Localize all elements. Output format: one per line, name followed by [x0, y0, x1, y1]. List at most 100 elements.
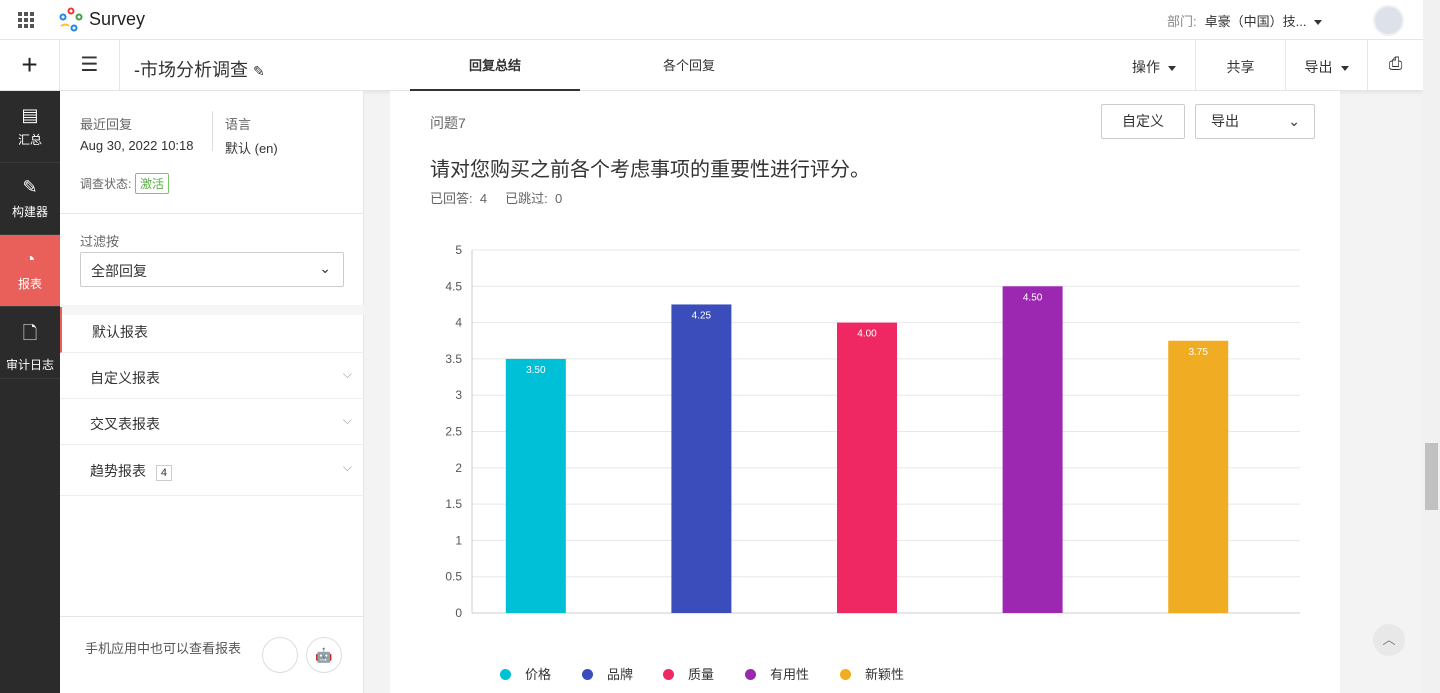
nav-audit-log[interactable]: 🗋 审计日志: [0, 307, 60, 379]
filter-select[interactable]: 全部回复 ⌄: [80, 252, 344, 287]
legend-label: 有用性: [770, 667, 810, 682]
android-icon[interactable]: 🤖: [306, 637, 342, 673]
bar-品牌: [671, 304, 732, 613]
y-tick-label: 0.5: [445, 570, 462, 584]
caret-down-icon: [1340, 65, 1349, 71]
recent-label: 最近回复: [80, 117, 133, 132]
y-tick-label: 2.5: [445, 425, 462, 439]
bar-新颖性: [1168, 340, 1229, 613]
legend-dot-icon: [840, 669, 851, 680]
y-tick-label: 4: [455, 316, 462, 330]
y-tick-label: 5: [455, 243, 462, 257]
data-label: 4.50: [1023, 292, 1043, 303]
left-nav: ▤ 汇总 ✎ 构建器 ◔ 报表 🗋 审计日志: [0, 91, 60, 693]
question-title: 请对您购买之前各个考虑事项的重要性进行评分。: [430, 159, 870, 181]
y-tick-label: 3: [455, 388, 462, 402]
legend-label: 价格: [525, 667, 552, 682]
avatar[interactable]: [1373, 5, 1404, 36]
survey-title[interactable]: -市场分析调查 ✎: [134, 56, 265, 82]
export-menu-button[interactable]: 导出: [1285, 40, 1367, 91]
survey-title-text: -市场分析调查: [134, 60, 248, 80]
dept-value: 卓豪（中国）技...: [1204, 14, 1307, 29]
data-label: 4.00: [857, 329, 877, 340]
filter-label: 过滤按: [80, 234, 120, 249]
legend-item[interactable]: 新颖性: [840, 664, 904, 683]
operate-button[interactable]: 操作: [1113, 40, 1195, 91]
log-icon: 🗋: [22, 323, 38, 343]
scrollbar-thumb[interactable]: [1425, 443, 1438, 510]
count-badge: 4: [155, 465, 173, 481]
export-dropdown[interactable]: 导出 ⌄: [1195, 104, 1315, 139]
caret-down-icon: [1168, 65, 1176, 71]
dept-label: 部门:: [1167, 14, 1197, 29]
sidebar-item-trend-report[interactable]: 趋势报表 4 ⌵: [60, 446, 364, 496]
pencil-icon: ✎: [22, 177, 38, 197]
bar-有用性: [1002, 286, 1063, 613]
top-bar: Survey 部门: 卓豪（中国）技...: [0, 0, 1423, 40]
report-sidebar: 最近回复 Aug 30, 2022 10:18 语言 默认 (en) 调查状态:…: [60, 91, 364, 693]
language: 语言 默认 (en): [225, 114, 278, 157]
lang-value: 默认 (en): [225, 141, 278, 156]
y-tick-label: 1.5: [445, 497, 462, 511]
legend-label: 新颖性: [865, 667, 905, 682]
nav-reports[interactable]: ◔ 报表: [0, 235, 60, 307]
legend-item[interactable]: 有用性: [745, 664, 809, 683]
caret-down-icon: [1314, 20, 1323, 26]
y-tick-label: 2: [455, 461, 462, 475]
bar-质量: [837, 322, 897, 613]
scroll-to-top-button[interactable]: ︿: [1373, 624, 1405, 656]
tab-summary[interactable]: 回复总结: [410, 40, 580, 91]
sidebar-item-default-report[interactable]: 默认报表: [60, 307, 364, 353]
page-scrollbar[interactable]: [1423, 0, 1440, 693]
chevron-down-icon: ⌵: [342, 413, 352, 427]
chevron-down-icon: ⌵: [342, 367, 352, 381]
legend-dot-icon: [582, 669, 593, 680]
recent-response: 最近回复 Aug 30, 2022 10:18: [80, 114, 194, 153]
legend-dot-icon: [745, 669, 756, 680]
legend-label: 品牌: [607, 667, 634, 682]
customize-button[interactable]: 自定义: [1101, 104, 1185, 139]
legend-item[interactable]: 品牌: [582, 664, 633, 683]
question-number: 问题7: [430, 115, 466, 131]
tab-individual[interactable]: 各个回复: [662, 58, 715, 73]
apple-icon[interactable]: [262, 637, 298, 673]
question-card: 问题7 自定义 导出 ⌄ 请对您购买之前各个考虑事项的重要性进行评分。 已回答: …: [390, 91, 1340, 693]
list-menu-icon[interactable]: ☰: [60, 40, 120, 91]
sidebar-item-custom-report[interactable]: 自定义报表 ⌵: [60, 353, 364, 399]
survey-logo-icon: [59, 7, 83, 32]
bar-价格: [505, 358, 566, 613]
add-button[interactable]: +: [0, 40, 60, 91]
data-label: 3.75: [1188, 347, 1208, 358]
sub-header: + ☰ -市场分析调查 ✎ 回复总结 各个回复 操作 共享 导出 ⎙: [0, 40, 1423, 91]
data-label: 3.50: [526, 365, 546, 376]
pie-chart-icon: ◔: [24, 249, 36, 269]
print-icon[interactable]: ⎙: [1367, 40, 1423, 91]
app-grid-icon[interactable]: [18, 12, 34, 28]
sidebar-item-crosstab-report[interactable]: 交叉表报表 ⌵: [60, 399, 364, 445]
y-tick-label: 1: [455, 533, 462, 547]
nav-builder[interactable]: ✎ 构建器: [0, 163, 60, 235]
legend-item[interactable]: 质量: [663, 664, 714, 683]
y-tick-label: 3.5: [445, 352, 462, 366]
survey-status: 调查状态: 激活: [80, 173, 169, 194]
status-badge: 激活: [134, 173, 169, 194]
y-tick-label: 0: [455, 606, 462, 620]
legend-dot-icon: [500, 669, 511, 680]
chevron-down-icon: ⌄: [319, 260, 331, 276]
lang-label: 语言: [225, 117, 252, 132]
chevron-down-icon: ⌄: [1288, 113, 1300, 129]
nav-summary[interactable]: ▤ 汇总: [0, 91, 60, 163]
chevron-down-icon: ⌵: [342, 460, 352, 474]
app-name: Survey: [89, 9, 146, 29]
data-label: 4.25: [692, 310, 712, 321]
edit-pencil-icon[interactable]: ✎: [253, 63, 265, 79]
mobile-app-text: 手机应用中也可以查看报表: [85, 641, 242, 656]
share-button[interactable]: 共享: [1195, 40, 1285, 91]
legend-label: 质量: [688, 667, 715, 682]
legend-dot-icon: [663, 669, 674, 680]
document-icon: ▤: [21, 105, 39, 125]
recent-value: Aug 30, 2022 10:18: [80, 138, 194, 153]
response-counts: 已回答: 4 已跳过: 0: [430, 191, 563, 206]
department-selector[interactable]: 部门: 卓豪（中国）技...: [1167, 11, 1323, 30]
legend-item[interactable]: 价格: [500, 664, 551, 683]
